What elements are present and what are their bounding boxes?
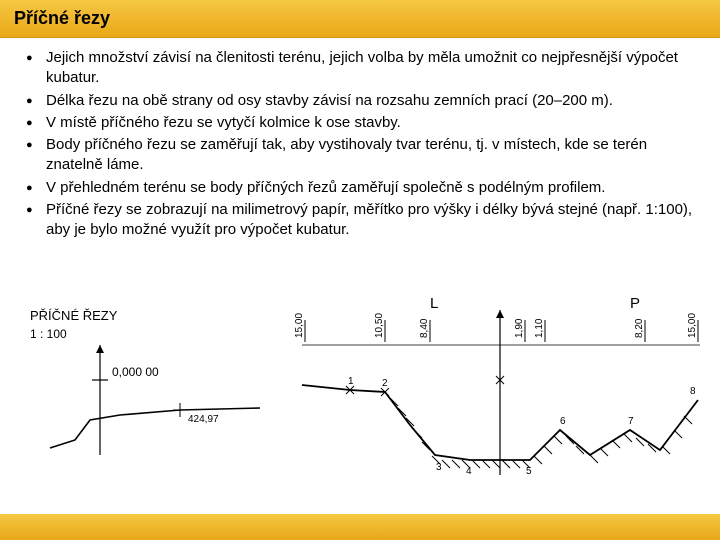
dim-text: 10,50	[374, 313, 385, 338]
list-item: Body příčného řezu se zaměřují tak, aby …	[26, 135, 700, 176]
pt-num: 5	[526, 466, 532, 477]
page-title: Příčné řezy	[14, 8, 110, 29]
pt-num: 1	[348, 376, 354, 387]
pt-num: 8	[690, 386, 696, 397]
list-item: Příčné řezy se zobrazují na milimetrový …	[26, 200, 700, 241]
label-L: L	[430, 295, 438, 312]
bullet-list: Jejich množství závisí na členitosti ter…	[26, 48, 700, 240]
fig1-scale: 1 : 100	[30, 327, 67, 341]
list-item: V přehledném terénu se body příčných řez…	[26, 178, 700, 198]
fig1-caption: PŘÍČNÉ ŘEZY	[30, 308, 118, 323]
label-P: P	[630, 295, 640, 312]
dim-text: 8,40	[419, 318, 430, 338]
list-item: Jejich množství závisí na členitosti ter…	[26, 48, 700, 89]
dim-text: 15,00	[294, 313, 305, 338]
dim-text: 1,10	[534, 318, 545, 338]
footer-bar	[0, 514, 720, 540]
pt-num: 6	[560, 416, 566, 427]
content-area: Jejich množství závisí na členitosti ter…	[0, 38, 720, 252]
figure-left: PŘÍČNÉ ŘEZY 1 : 100 0,000 00 424,97	[30, 290, 290, 490]
fig1-origin: 0,000 00	[112, 365, 159, 379]
dim-text: 1,90	[514, 318, 525, 338]
list-item: V místě příčného řezu se vytyčí kolmice …	[26, 113, 700, 133]
pt-num: 4	[466, 466, 472, 477]
figures-area: PŘÍČNÉ ŘEZY 1 : 100 0,000 00 424,97 L P …	[0, 290, 720, 510]
dim-text: 15,00	[687, 313, 698, 338]
dim-text: 8,20	[634, 318, 645, 338]
pt-num: 2	[382, 378, 388, 389]
list-item: Délka řezu na obě strany od osy stavby z…	[26, 91, 700, 111]
pt-num: 3	[436, 462, 442, 473]
fig1-point: 424,97	[188, 414, 219, 425]
figure-right: L P 15,00 10,50 8,40 1,90 1,10 8,20 15,0…	[290, 290, 710, 500]
header-bar: Příčné řezy	[0, 0, 720, 38]
pt-num: 7	[628, 416, 634, 427]
